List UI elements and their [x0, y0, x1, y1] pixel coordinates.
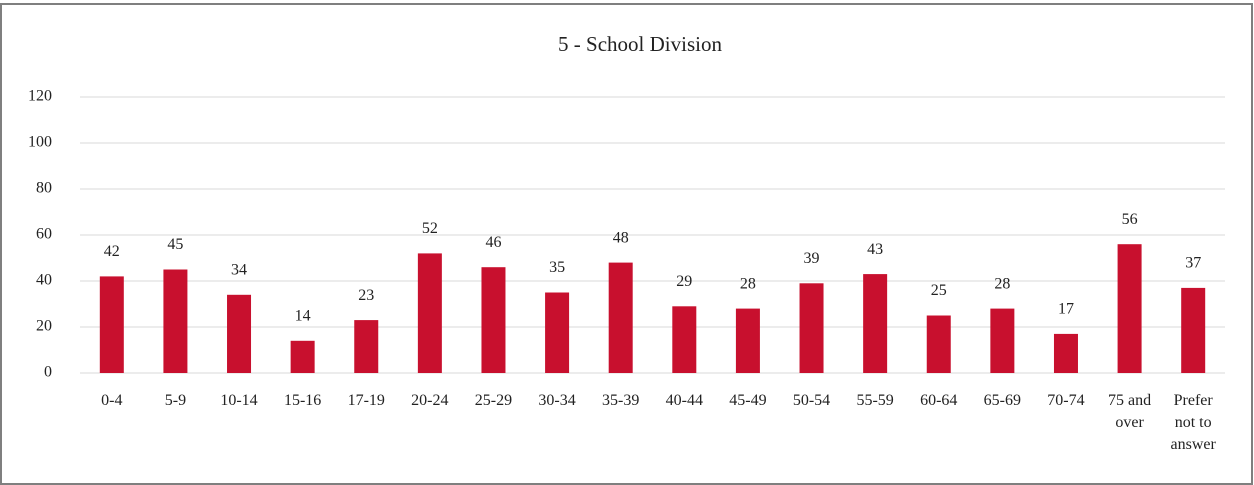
y-tick-label: 60	[36, 226, 52, 243]
data-label: 28	[994, 275, 1010, 292]
x-tick-label-box: 65-69	[983, 392, 1021, 409]
bar	[1053, 333, 1078, 373]
x-tick-label: 40-44	[665, 392, 703, 409]
x-tick-label-box: 15-16	[283, 392, 322, 409]
bar	[863, 274, 888, 373]
x-tick-label-box: 40-44	[665, 392, 703, 409]
data-label: 17	[1058, 301, 1074, 318]
bar	[990, 308, 1015, 373]
x-tick-label: 55-59	[856, 392, 894, 409]
x-tick-label: 15-16	[283, 392, 322, 409]
data-label: 48	[613, 229, 629, 246]
x-tick-label: 60-64	[920, 392, 958, 409]
y-tick-label: 0	[44, 364, 52, 381]
bar	[799, 283, 824, 373]
bar	[99, 276, 124, 373]
x-tick-label-box: 20-24	[411, 392, 449, 409]
x-tick-label-box: 10-14	[220, 392, 258, 409]
x-tick-label: 70-74	[1047, 392, 1085, 409]
bar	[481, 267, 506, 373]
bar	[735, 308, 760, 373]
x-tick-label-box: 75 and over	[1108, 392, 1152, 431]
bar	[545, 292, 570, 373]
x-tick-label: 0-4	[101, 392, 123, 409]
x-tick-label-box: Prefer not to answer	[1170, 392, 1216, 453]
y-tick-label: 20	[36, 318, 52, 335]
x-tick-label-box: 60-64	[920, 392, 958, 409]
data-label: 14	[295, 307, 311, 324]
data-label: 23	[358, 287, 374, 304]
x-tick-label-box: 30-34	[538, 392, 576, 409]
x-tick-label-box: 17-19	[347, 392, 385, 409]
bar	[417, 253, 442, 373]
data-label: 28	[740, 275, 756, 292]
chart-title: 5 - School Division	[558, 32, 722, 56]
x-tick-label-box: 25-29	[474, 392, 513, 409]
x-tick-label-box: 45-49	[729, 392, 767, 409]
data-label: 34	[231, 261, 247, 278]
data-label: 29	[676, 273, 692, 290]
x-tick-label-box: 35-39	[602, 392, 640, 409]
x-tick-label: 17-19	[347, 392, 385, 409]
x-tick-label: Prefer not to answer	[1170, 392, 1216, 453]
data-label: 42	[104, 243, 120, 260]
data-label: 25	[931, 282, 947, 299]
x-tick-label: 5-9	[164, 392, 187, 409]
data-label: 35	[549, 259, 565, 276]
bar	[354, 320, 379, 373]
data-label: 52	[422, 220, 438, 237]
bar	[672, 306, 697, 373]
x-tick-label: 30-34	[538, 392, 576, 409]
data-label: 56	[1122, 211, 1138, 228]
data-label: 37	[1185, 255, 1201, 272]
x-tick-label: 20-24	[411, 392, 449, 409]
y-tick-label: 40	[36, 272, 52, 289]
x-tick-label: 25-29	[474, 392, 513, 409]
data-label: 43	[867, 241, 883, 258]
x-tick-label-box: 50-54	[792, 392, 831, 409]
bar	[1117, 244, 1142, 373]
data-label: 39	[804, 250, 820, 267]
chart-frame	[0, 3, 1253, 485]
x-tick-label-box: 0-4	[101, 392, 123, 409]
y-tick-label: 80	[36, 180, 52, 197]
y-tick-label: 120	[28, 88, 52, 105]
y-tick-label: 100	[28, 134, 52, 151]
x-tick-label-box: 55-59	[856, 392, 894, 409]
x-tick-label: 45-49	[729, 392, 767, 409]
bar	[163, 269, 188, 373]
x-tick-label-box: 5-9	[164, 392, 187, 409]
data-label: 45	[167, 236, 183, 253]
bar	[926, 315, 951, 373]
bar	[608, 262, 633, 373]
x-tick-label: 50-54	[792, 392, 831, 409]
bar	[227, 294, 252, 373]
bar	[290, 340, 315, 373]
data-label: 46	[485, 234, 501, 251]
x-tick-label: 35-39	[602, 392, 640, 409]
bar	[1181, 287, 1206, 373]
x-tick-label: 75 and over	[1108, 392, 1152, 431]
x-tick-label-box: 70-74	[1047, 392, 1085, 409]
x-tick-label: 10-14	[220, 392, 258, 409]
x-tick-label: 65-69	[983, 392, 1021, 409]
